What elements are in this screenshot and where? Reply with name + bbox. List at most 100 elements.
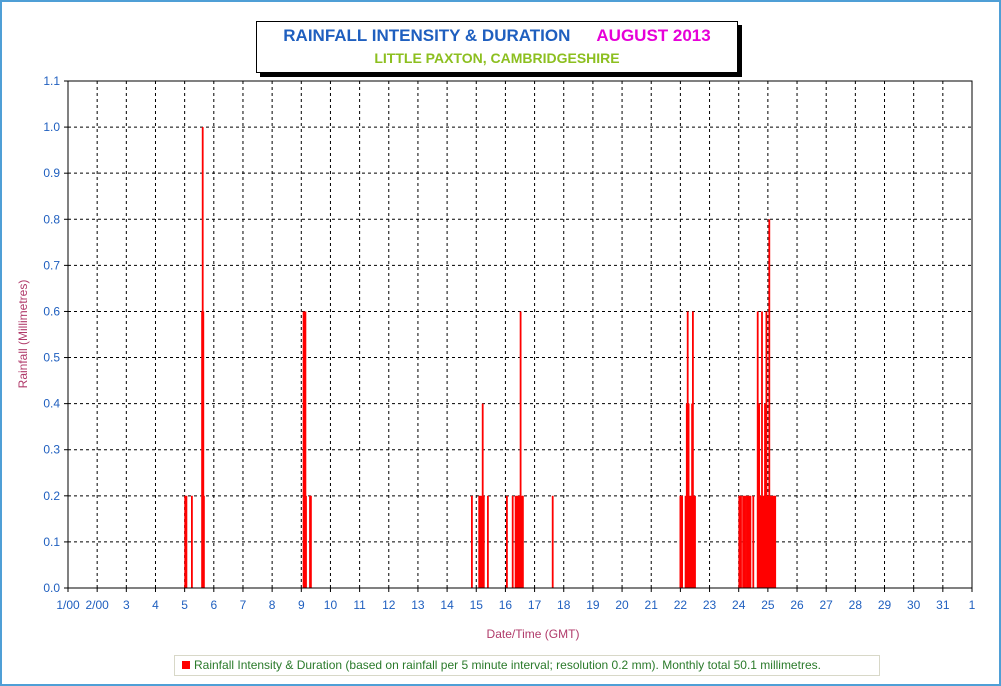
x-tick-label: 16 — [499, 598, 513, 612]
x-tick-label: 7 — [240, 598, 247, 612]
x-tick-label: 25 — [761, 598, 775, 612]
legend: Rainfall Intensity & Duration (based on … — [174, 655, 880, 676]
y-tick-label: 0.8 — [43, 212, 60, 226]
x-tick-label: 5 — [181, 598, 188, 612]
x-tick-label: 24 — [732, 598, 746, 612]
y-tick-label: 0.4 — [43, 397, 60, 411]
title-line: RAINFALL INTENSITY & DURATION AUGUST 2013 — [257, 26, 737, 46]
chart-title: RAINFALL INTENSITY & DURATION — [283, 26, 571, 45]
y-tick-label: 0.2 — [43, 489, 60, 503]
rainfall-bar — [690, 495, 692, 588]
x-tick-label: 12 — [382, 598, 396, 612]
x-tick-label: 31 — [936, 598, 950, 612]
rainfall-bar — [764, 403, 766, 588]
rainfall-bar — [756, 311, 759, 588]
rainfall-bar — [749, 495, 752, 588]
rainfall-bar — [688, 495, 691, 588]
x-tick-label: 28 — [849, 598, 863, 612]
x-tick-label: 26 — [790, 598, 804, 612]
rainfall-bar — [520, 495, 523, 588]
y-tick-label: 0.0 — [43, 581, 60, 595]
rainfall-bar — [694, 495, 696, 588]
rainfall-bar — [191, 495, 193, 588]
rainfall-bar — [184, 495, 187, 588]
x-tick-label: 21 — [645, 598, 659, 612]
y-tick-label: 0.5 — [43, 351, 60, 365]
x-tick-label: 11 — [353, 598, 366, 612]
rainfall-bar — [758, 403, 760, 588]
rainfall-bar — [522, 495, 524, 588]
rainfall-bar — [740, 495, 742, 588]
rainfall-bar — [762, 495, 765, 588]
rainfall-bar — [514, 495, 517, 588]
rainfall-bar — [479, 495, 482, 588]
rainfall-bar — [478, 495, 481, 588]
rainfall-bar — [686, 311, 689, 588]
chart-subtitle: LITTLE PAXTON, CAMBRIDGESHIRE — [374, 50, 620, 66]
x-tick-label: 10 — [324, 598, 338, 612]
rainfall-bar — [771, 495, 774, 588]
rainfall-bar — [681, 495, 683, 588]
x-tick-label: 9 — [298, 598, 305, 612]
rainfall-bar — [746, 495, 749, 588]
y-tick-label: 0.9 — [43, 166, 60, 180]
rainfall-bar — [203, 495, 205, 588]
x-tick-label: 18 — [557, 598, 571, 612]
x-tick-label: 8 — [269, 598, 276, 612]
x-tick-label: 1 — [969, 598, 976, 612]
y-tick-label: 1.1 — [43, 74, 60, 88]
y-tick-label: 0.1 — [43, 535, 60, 549]
rainfall-bar — [692, 495, 695, 588]
rainfall-bar — [765, 311, 768, 588]
rainfall-bar — [185, 495, 188, 588]
y-tick-label: 1.0 — [43, 120, 60, 134]
y-tick-label: 0.7 — [43, 258, 60, 272]
rainfall-bar — [471, 495, 473, 588]
rainfall-bar — [769, 495, 772, 588]
x-tick-label: 19 — [586, 598, 600, 612]
x-tick-label: 17 — [528, 598, 542, 612]
rainfall-bar — [748, 495, 750, 588]
x-tick-label: 29 — [878, 598, 892, 612]
rainfall-bar — [684, 495, 687, 588]
plot-border — [67, 80, 973, 589]
rainfall-bar — [202, 311, 205, 588]
x-tick-label: 1/00 — [56, 598, 80, 612]
rainfall-bar — [511, 495, 514, 588]
x-tick-label: 13 — [411, 598, 425, 612]
rainfall-bar — [745, 495, 747, 588]
rainfall-bar — [518, 495, 521, 588]
rainfall-bar — [487, 495, 489, 588]
legend-swatch — [182, 661, 190, 669]
rainfall-bar — [519, 311, 522, 588]
x-tick-label: 6 — [210, 598, 217, 612]
rainfall-bar — [752, 495, 755, 588]
rainfall-bar — [692, 311, 694, 588]
chart-month: AUGUST 2013 — [596, 26, 711, 45]
x-tick-label: 22 — [674, 598, 688, 612]
rainfall-bar — [767, 495, 769, 588]
y-tick-label: 0.3 — [43, 443, 60, 457]
x-axis-label: Date/Time (GMT) — [487, 627, 580, 641]
x-tick-label: 2/00 — [85, 598, 109, 612]
x-tick-label: 4 — [152, 598, 159, 612]
x-tick-label: 23 — [703, 598, 717, 612]
rainfall-bar — [302, 311, 305, 588]
rainfall-bar — [761, 311, 763, 588]
rainfall-bar — [310, 495, 312, 588]
rainfall-bar — [774, 495, 777, 588]
rainfall-bar — [742, 495, 744, 588]
rainfall-bar — [304, 311, 307, 588]
x-tick-label: 20 — [615, 598, 629, 612]
chart-title-box: RAINFALL INTENSITY & DURATION AUGUST 2013… — [256, 21, 738, 73]
x-tick-label: 3 — [123, 598, 130, 612]
rainfall-bar — [772, 495, 775, 588]
rainfall-bar — [482, 495, 485, 588]
y-axis-label: Rainfall (Millimetres) — [16, 280, 30, 389]
rainfall-bar — [768, 219, 771, 589]
rainfall-bar — [506, 495, 508, 588]
x-tick-label: 15 — [470, 598, 484, 612]
x-tick-label: 30 — [907, 598, 921, 612]
rainfall-bar — [743, 495, 746, 588]
